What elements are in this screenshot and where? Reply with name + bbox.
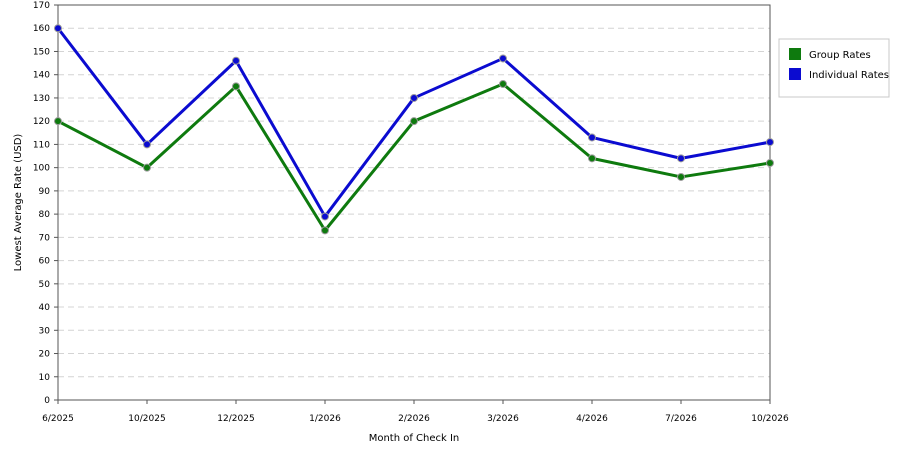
individual-rates-point: [588, 133, 596, 142]
y-tick-label: 120: [33, 117, 50, 127]
x-tick-label: 2/2026: [398, 414, 430, 424]
y-tick-label: 80: [39, 210, 51, 220]
group-rates-point: [766, 159, 774, 167]
group-rates-point: [677, 172, 685, 181]
group-rates-line: [57, 82, 771, 232]
y-tick-label: 30: [39, 326, 51, 336]
group-rates-point: [143, 163, 151, 172]
y-tick-label: 140: [33, 71, 50, 81]
individual-rates-point: [143, 140, 151, 149]
group-rates-point: [232, 82, 240, 91]
group-rates-point: [321, 226, 329, 235]
individual-rates-point: [232, 56, 240, 65]
x-tick-label: 4/2026: [576, 414, 608, 424]
y-tick-label: 150: [33, 47, 50, 57]
y-tick-label: 170: [33, 1, 50, 11]
x-tick-label: 10/2026: [751, 414, 789, 424]
y-tick-label: 90: [39, 187, 51, 197]
legend-label-group-rates: Group Rates: [809, 50, 871, 61]
y-tick-label: 160: [33, 24, 50, 34]
x-tick-label: 10/2025: [128, 414, 165, 424]
individual-rates-point: [410, 93, 418, 102]
y-tick-label: 130: [33, 94, 50, 104]
legend-swatch-individual-rates: [789, 68, 801, 80]
gridlines: [58, 27, 770, 378]
x-tick-label: 6/2025: [42, 414, 74, 424]
legend: Group Rates Individual Rates: [778, 38, 890, 98]
group-rates-point: [499, 80, 507, 88]
x-axis-ticks: 6/2025 10/2025 12/2025 1/2026 2/2026 3/2026 4/…: [42, 400, 789, 424]
individual-rates-point: [677, 154, 685, 163]
y-tick-label: 40: [39, 303, 51, 313]
y-tick-label: 60: [39, 257, 51, 267]
y-tick-label: 70: [39, 233, 51, 243]
series-group-rates: [54, 80, 774, 235]
group-rates-point: [410, 117, 418, 126]
group-rates-point: [588, 154, 596, 163]
y-tick-label: 110: [33, 140, 50, 150]
y-tick-label: 0: [44, 396, 50, 406]
group-rates-point: [54, 117, 62, 126]
x-tick-label: 3/2026: [487, 414, 519, 424]
plot-area-frame: [57, 4, 771, 401]
legend-swatch-group-rates: [789, 48, 801, 60]
x-tick-label: 12/2025: [217, 414, 254, 424]
y-tick-label: 20: [39, 350, 51, 360]
y-tick-label: 50: [39, 280, 51, 290]
x-tick-label: 7/2026: [665, 414, 697, 424]
y-axis-title: Lowest Average Rate (USD): [13, 134, 24, 272]
y-tick-label: 10: [39, 373, 51, 383]
individual-rates-point: [54, 24, 62, 33]
y-tick-label: 100: [33, 164, 50, 174]
individual-rates-point: [499, 54, 507, 63]
series-layer: [54, 24, 774, 235]
individual-rates-point: [321, 212, 329, 221]
x-axis-title: Month of Check In: [369, 433, 460, 444]
legend-label-individual-rates: Individual Rates: [809, 70, 889, 81]
series-individual-rates: [54, 24, 774, 221]
x-tick-label: 1/2026: [309, 414, 341, 424]
individual-rates-point: [766, 138, 774, 147]
y-axis-ticks: 0 10 20 30 40 50 60 70 80 90 100 110 120 130 140 150 160…: [33, 1, 58, 406]
